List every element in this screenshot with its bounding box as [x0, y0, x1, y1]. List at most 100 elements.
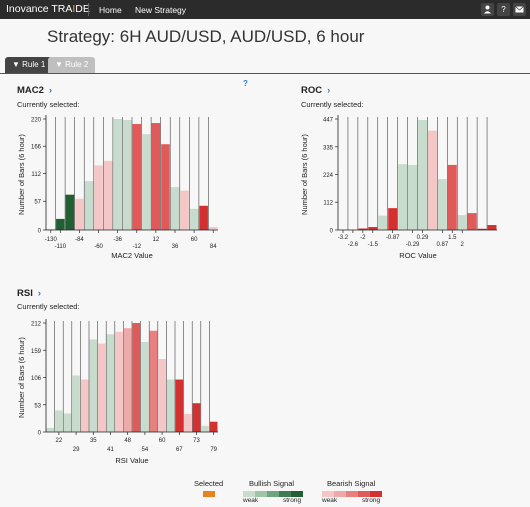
page-title: Strategy: 6H AUD/USD, AUD/USD, 6 hour [47, 27, 365, 46]
x-tick-label: 79 [210, 447, 217, 453]
legend-bullish-scale [243, 491, 303, 497]
y-tick-label: 220 [31, 118, 42, 124]
bar [75, 198, 84, 230]
x-tick-label: -3.2 [338, 235, 349, 241]
x-tick-label: 60 [191, 237, 198, 243]
legend-bearish-swatch [358, 491, 370, 497]
chevron-right-icon[interactable]: › [327, 85, 331, 96]
chevron-right-icon[interactable]: › [48, 85, 53, 96]
legend-bullish-swatch [243, 491, 255, 497]
bar [175, 379, 184, 432]
nav-link-new-strategy[interactable]: New Strategy [135, 5, 187, 15]
legend-bearish-swatch [370, 491, 382, 497]
tab-rule-2[interactable]: ▼ Rule 2 [48, 57, 96, 73]
legend-bullish-swatch [267, 491, 279, 497]
legend-bullish-strong: strong [283, 497, 302, 504]
bar [103, 160, 113, 230]
bar [158, 358, 166, 432]
legend-selected-swatch [203, 491, 215, 497]
panel-title-roc[interactable]: ROC › [301, 85, 330, 96]
bar [170, 187, 180, 230]
bar [106, 334, 115, 432]
nav-divider [88, 3, 89, 16]
bar [184, 414, 192, 432]
x-tick-label: -0.29 [406, 242, 420, 248]
x-tick-label: 73 [193, 438, 200, 444]
y-axis-label: Number of Bars (6 hour) [17, 337, 26, 418]
x-tick-label: 22 [56, 438, 63, 444]
x-tick-label: 48 [124, 438, 131, 444]
bar [141, 342, 149, 432]
legend-bullish-swatch [255, 491, 267, 497]
legend-selected-label: Selected [194, 479, 224, 488]
help-icon[interactable]: ? [497, 3, 510, 16]
bar [166, 379, 175, 432]
x-tick-label: 67 [176, 447, 183, 453]
legend-bearish-label: Bearish Signal [327, 479, 376, 488]
mail-icon[interactable] [513, 3, 526, 16]
bar [189, 208, 199, 230]
x-tick-label: 35 [90, 438, 97, 444]
legend-bearish-swatch [322, 491, 334, 497]
bar [487, 225, 497, 230]
tab-rule-1[interactable]: ▼ Rule 1 [5, 57, 53, 73]
legend-bullish-weak: weak [243, 497, 259, 504]
y-tick-label: 0 [38, 431, 42, 437]
y-tick-label: 159 [31, 349, 42, 355]
bar [89, 339, 98, 432]
bar [94, 165, 103, 230]
user-icon[interactable] [481, 3, 494, 16]
rule-tabs: ▼ Rule 1 ▼ Rule 2 [0, 56, 530, 74]
bar [56, 218, 65, 230]
bar [161, 144, 170, 230]
legend-bearish-swatch [346, 491, 358, 497]
x-axis-label: ROC Value [399, 251, 436, 260]
panel-title-text: RSI [17, 288, 33, 299]
navbar: Inovance TRAIDE Home New Strategy ? [0, 0, 530, 19]
current-selection-mac2: Currently selected: [17, 100, 80, 109]
x-tick-label: -2.6 [348, 242, 359, 248]
bar [149, 330, 158, 432]
bar [467, 213, 477, 230]
bar [63, 413, 72, 432]
help-mark[interactable]: ? [243, 79, 248, 88]
x-tick-label: -2 [360, 235, 366, 241]
bar [80, 379, 89, 432]
y-tick-label: 57 [34, 200, 41, 206]
panel-title-text: MAC2 [17, 85, 44, 96]
bar [418, 119, 427, 230]
nav-link-home[interactable]: Home [99, 5, 122, 15]
legend-bullish-swatch [279, 491, 291, 497]
bar [132, 124, 142, 230]
bar [132, 323, 141, 432]
bar [98, 343, 106, 432]
x-tick-label: -12 [132, 244, 141, 250]
x-tick-label: 1.5 [448, 235, 457, 241]
bar [368, 227, 378, 230]
bar [123, 328, 132, 432]
x-tick-label: -0.87 [386, 235, 400, 241]
y-tick-label: 0 [38, 229, 42, 235]
x-tick-label: 41 [107, 447, 114, 453]
x-tick-label: -1.5 [368, 242, 379, 248]
filter-icon: ▼ [12, 60, 20, 69]
bar [151, 123, 161, 230]
y-tick-label: 447 [323, 118, 334, 124]
bar [115, 331, 123, 432]
x-tick-label: -110 [55, 244, 67, 250]
panel-title-rsi[interactable]: RSI › [17, 288, 41, 299]
legend-bearish-weak: weak [322, 497, 338, 504]
brand-logo[interactable]: Inovance TRAIDE [6, 3, 90, 15]
panel-title-mac2[interactable]: MAC2 › [17, 85, 52, 96]
bar [358, 228, 368, 230]
bar [72, 375, 80, 432]
current-selection-roc: Currently selected: [301, 100, 364, 109]
bar [208, 226, 218, 230]
legend-bearish-swatch [334, 491, 346, 497]
bar [398, 164, 408, 230]
chevron-right-icon[interactable]: › [37, 288, 42, 299]
x-tick-label: 84 [210, 244, 217, 250]
y-tick-label: 166 [31, 145, 42, 151]
y-tick-label: 53 [34, 403, 41, 409]
